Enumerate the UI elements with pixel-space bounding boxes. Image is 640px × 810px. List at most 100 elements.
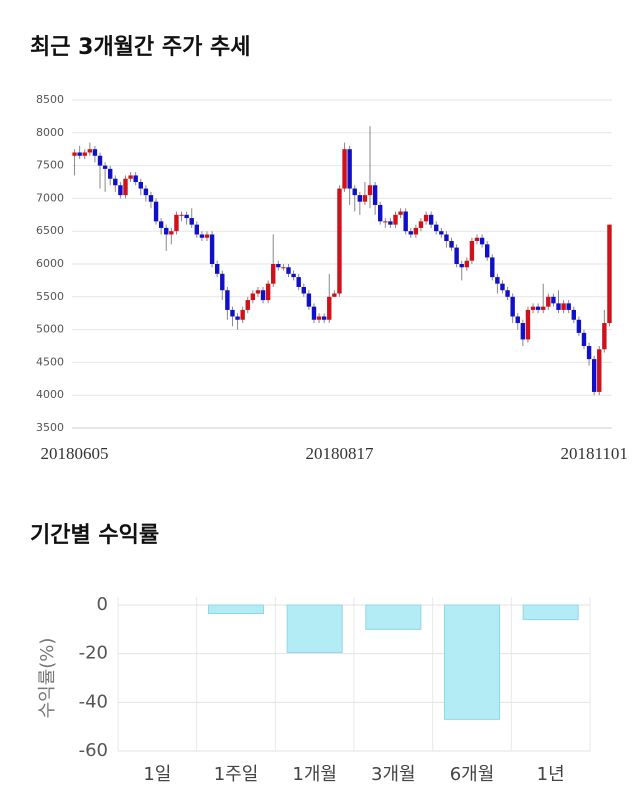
candle-body — [301, 286, 306, 294]
y-tick-label: -40 — [79, 691, 108, 712]
candle-body — [515, 316, 520, 324]
candle-body — [393, 214, 398, 225]
candle-body — [199, 234, 205, 238]
candle-body — [327, 296, 332, 320]
bar — [443, 604, 501, 720]
candle-body — [403, 211, 408, 232]
candle-body — [479, 237, 485, 245]
candle-body — [347, 149, 352, 189]
bar — [522, 604, 579, 621]
candle-body — [474, 237, 480, 242]
bar — [207, 604, 265, 615]
candle-body — [571, 309, 576, 320]
y-tick-label: 4500 — [36, 355, 64, 368]
candle-body — [113, 178, 118, 186]
candle-body — [383, 221, 388, 223]
candle-body — [561, 303, 566, 310]
candle-body — [311, 306, 317, 320]
candle-body — [158, 221, 164, 228]
candle-body — [378, 204, 383, 222]
candle-body — [367, 185, 373, 196]
candle-body — [77, 152, 82, 156]
x-tick-label: 6개월 — [450, 764, 495, 785]
candle-body — [439, 231, 444, 235]
candle-body — [597, 349, 602, 392]
y-tick-label: 8500 — [36, 93, 64, 106]
candle-body — [220, 273, 225, 291]
candle-body — [184, 214, 189, 219]
candle-body — [576, 319, 582, 333]
candle-body — [602, 323, 607, 350]
bar — [286, 604, 343, 653]
candle-body — [332, 293, 337, 297]
candle-body — [352, 188, 357, 196]
y-tick-label: 6500 — [36, 224, 64, 237]
candle-body — [214, 264, 220, 274]
x-tick-label: 20180605 — [41, 444, 109, 463]
x-tick-label: 1개월 — [292, 764, 337, 785]
candle-body — [143, 188, 149, 196]
candle-body — [337, 188, 342, 294]
y-tick-label: 5000 — [36, 323, 64, 336]
candle-body — [255, 290, 261, 294]
candle-body — [413, 227, 419, 235]
candle-body — [444, 234, 449, 242]
candle-body — [138, 182, 143, 189]
candle-body — [271, 264, 276, 284]
candle-body — [530, 306, 536, 310]
candle-body — [500, 283, 505, 291]
candle-body — [118, 185, 123, 196]
candle-body — [286, 267, 291, 274]
candle-body — [204, 234, 210, 238]
candle-body — [306, 293, 312, 307]
candle-body — [342, 149, 347, 189]
candle-body — [164, 227, 169, 235]
candle-body — [169, 231, 174, 235]
y-tick-label: 8000 — [36, 126, 64, 139]
candle-body — [546, 296, 551, 307]
candle-body — [372, 185, 378, 205]
candle-body — [581, 332, 587, 346]
x-tick-label: 20181101 — [560, 444, 627, 463]
y-axis-label: 수익률(%) — [37, 638, 58, 719]
x-tick-label: 1주일 — [214, 764, 259, 785]
candle-body — [92, 149, 98, 156]
candle-body — [362, 195, 368, 202]
candle-body — [398, 211, 403, 215]
chart-title: 최근 3개월간 주가 추세 — [30, 35, 250, 60]
candle-body — [464, 260, 470, 268]
candle-body — [153, 201, 159, 222]
candle-body — [357, 195, 363, 202]
x-tick-label: 1일 — [143, 764, 171, 785]
candle-body — [194, 224, 200, 235]
candle-body — [591, 359, 597, 392]
candle-body — [291, 273, 296, 278]
candle-body — [484, 244, 490, 258]
candle-body — [551, 296, 556, 304]
x-tick-label: 1년 — [537, 764, 565, 785]
candle-body — [260, 290, 266, 301]
x-tick-label: 20180817 — [305, 444, 374, 463]
candle-body — [388, 221, 393, 225]
candle-body — [281, 267, 286, 269]
candle-body — [454, 247, 459, 264]
candle-body — [276, 264, 281, 268]
candle-body — [240, 309, 245, 320]
candle-body — [541, 306, 546, 310]
candle-body — [296, 277, 301, 287]
candle-body — [245, 300, 250, 310]
y-tick-label: 5500 — [36, 290, 64, 303]
candle-body — [434, 224, 439, 232]
candle-body — [525, 309, 531, 340]
y-tick-label: -60 — [79, 740, 108, 761]
candle-body — [209, 234, 215, 264]
candle-body — [250, 293, 256, 301]
candle-body — [408, 231, 413, 235]
candle-body — [510, 296, 515, 317]
candle-body — [556, 303, 561, 310]
candle-body — [148, 195, 154, 202]
candle-body — [418, 221, 424, 228]
y-tick-label: 7500 — [36, 159, 64, 172]
candle-body — [321, 316, 327, 320]
candle-body — [490, 257, 495, 278]
